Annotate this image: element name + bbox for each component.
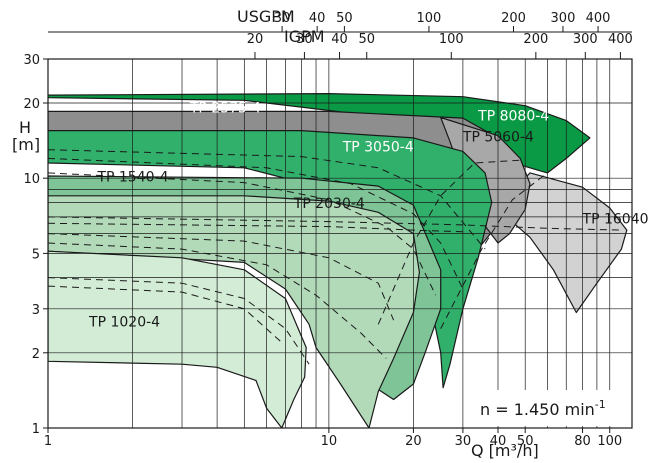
region-label-tp-5060-4: TP 5060-4 xyxy=(462,130,534,146)
y-tick-label: 20 xyxy=(23,97,40,112)
grid-lines xyxy=(48,59,632,428)
top-tick-label-igpm: 400 xyxy=(608,32,633,47)
region-label-tp-2030-4: TP 2030-4 xyxy=(293,196,365,212)
top-tick-label-igpm: 200 xyxy=(523,32,548,47)
y-tick-label: 10 xyxy=(23,172,40,187)
x-tick-label: 40 xyxy=(490,434,507,449)
speed-annotation-text: n = 1.450 min xyxy=(480,400,595,419)
region-label-tp-1020-4: TP 1020-4 xyxy=(88,314,160,330)
top-tick-label-usgpm: 200 xyxy=(501,11,526,26)
y-tick-label: 1 xyxy=(32,422,40,437)
region-label-tp-8080-4: TP 8080-4 xyxy=(477,109,549,125)
region-label-tp-1540-4: TP 1540-4 xyxy=(96,169,168,185)
top-tick-label-usgpm: 30 xyxy=(274,11,291,26)
x-axis-title: Q [m³/h] xyxy=(471,441,539,460)
region-tp-2030-4 xyxy=(48,195,420,428)
x-tick-label: 50 xyxy=(517,434,534,449)
x-tick-label: 20 xyxy=(405,434,422,449)
top-tick-label-usgpm: 100 xyxy=(417,11,442,26)
x-tick-label: 100 xyxy=(597,434,622,449)
top-axis-title-usgpm: USGPM xyxy=(237,7,295,26)
top-tick-label-usgpm: 50 xyxy=(336,11,353,26)
top-tick-label-usgpm: 300 xyxy=(551,11,576,26)
y-tick-label: 5 xyxy=(32,247,40,262)
y-tick-label: 30 xyxy=(23,53,40,68)
dashed-curve xyxy=(377,159,521,325)
speed-annotation-superscript: -1 xyxy=(595,398,606,411)
dashed-curve xyxy=(48,157,464,290)
y-axis-title-unit: [m] xyxy=(12,135,40,154)
dashed-curve xyxy=(440,172,548,329)
x-tick-label: 80 xyxy=(574,434,591,449)
y-axis-title-symbol: H xyxy=(19,118,31,137)
x-tick-label: 1 xyxy=(44,434,52,449)
dashed-curve xyxy=(48,222,463,233)
top-tick-label-igpm: 30 xyxy=(296,32,313,47)
region-label-tp-3050-4: TP 3050-4 xyxy=(342,139,414,155)
top-axis-title-igpm: IGPM xyxy=(284,27,325,46)
x-tick-label: 30 xyxy=(455,434,472,449)
top-tick-label-usgpm: 400 xyxy=(586,11,611,26)
region-labels: TP 8080-4 TP 16040-4 TP 2575-4 TP 5060-4 TP … xyxy=(88,101,649,331)
speed-annotation-box xyxy=(468,390,629,426)
top-tick-label-usgpm: 40 xyxy=(309,11,326,26)
y-tick-label: 2 xyxy=(32,347,40,362)
top-tick-label-igpm: 300 xyxy=(573,32,598,47)
top-tick-label-igpm: 50 xyxy=(358,32,375,47)
y-tick-label: 3 xyxy=(32,303,40,318)
dashed-curve xyxy=(48,242,387,359)
x-tick-label: 10 xyxy=(321,434,338,449)
region-label-tp-2575-4: TP 2575-4 xyxy=(189,101,261,117)
speed-annotation: n = 1.450 min-1 xyxy=(480,398,606,419)
top-tick-label-igpm: 100 xyxy=(439,32,464,47)
top-tick-label-igpm: 20 xyxy=(247,32,264,47)
top-tick-label-igpm: 40 xyxy=(331,32,348,47)
region-tp-1020-4 xyxy=(48,250,307,428)
dashed-curve xyxy=(48,172,437,296)
region-label-tp-16040-4: TP 16040-4 xyxy=(582,211,649,227)
